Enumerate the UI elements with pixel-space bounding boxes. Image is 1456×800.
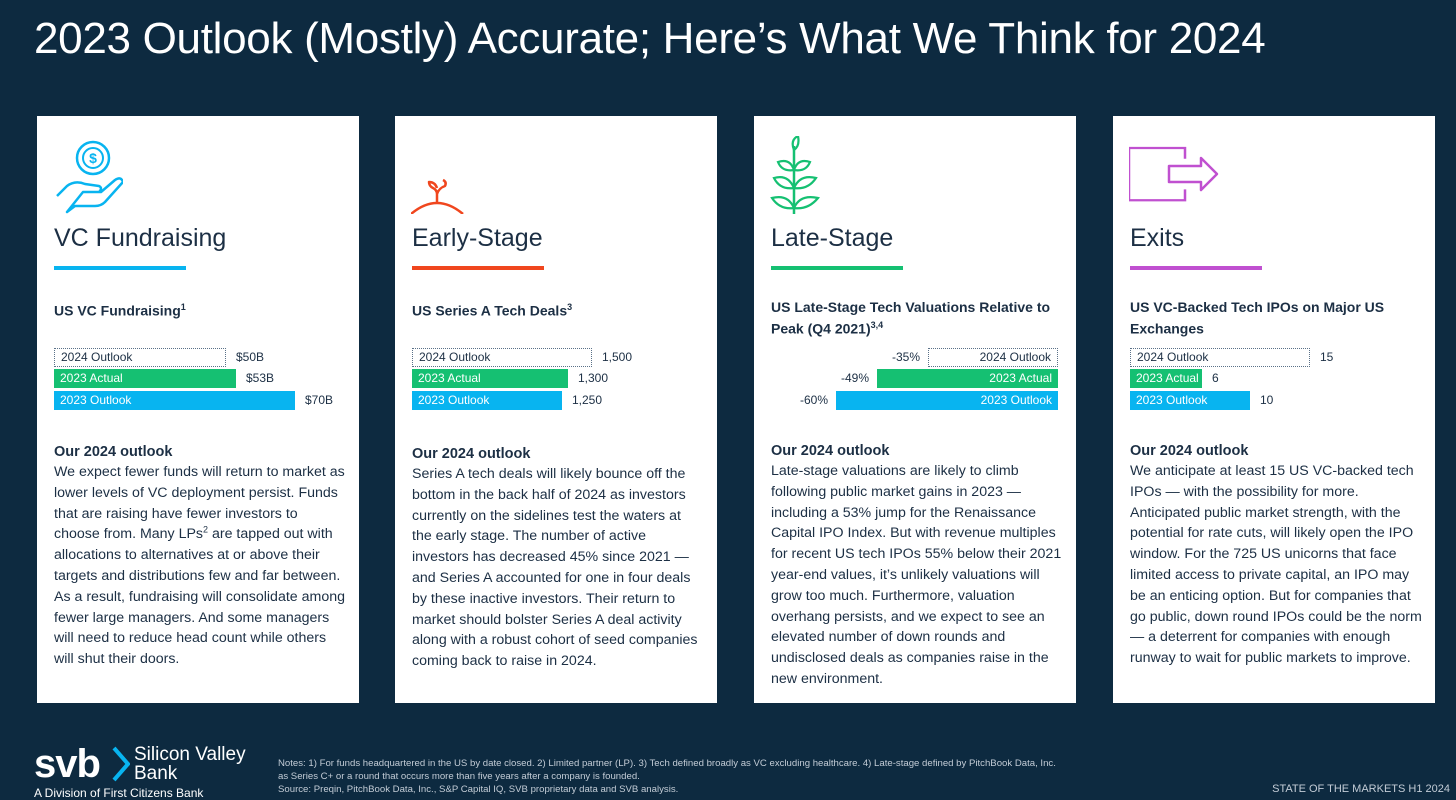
outlook-heading: Our 2024 outlook (54, 444, 173, 460)
outlook-heading: Our 2024 outlook (771, 443, 890, 459)
bar-value-label: 1,250 (572, 393, 603, 407)
series-a-deals-chart: 2024 Outlook 1,500 2023 Actual 1,300 2023 Ou… (395, 348, 717, 420)
logo-name: Silicon Valley Bank (134, 744, 246, 784)
category-underline (1130, 266, 1262, 270)
chart-bar: 2024 Outlook (928, 348, 1058, 367)
category-title: VC Fundraising (54, 224, 227, 252)
category-underline (771, 266, 903, 270)
footer-label: STATE OF THE MARKETS H1 2024 (1272, 783, 1450, 795)
bar-value-label: 1,300 (578, 371, 609, 385)
chart-bar: 2023 Actual (54, 369, 236, 388)
bar-value-label: $50B (236, 350, 265, 364)
bar-value-label: $70B (305, 393, 334, 407)
page-title: 2023 Outlook (Mostly) Accurate; Here’s W… (34, 14, 1266, 63)
vc-fundraising-chart: 2024 Outlook $50B 2023 Actual $53B 2023 Outl… (37, 348, 359, 420)
chart-bar: 2023 Outlook (412, 391, 562, 410)
chart-bar: 2023 Actual (877, 369, 1058, 388)
logo-division: A Division of First Citizens Bank (34, 786, 204, 800)
chart-bar: 2023 Outlook (1130, 391, 1250, 410)
chart-bar: 2024 Outlook (54, 348, 226, 367)
card-early-stage: Early-Stage US Series A Tech Deals3 2024… (395, 116, 717, 703)
card-late-stage: Late-Stage US Late-Stage Tech Valuations… (754, 116, 1076, 703)
hand-coin-icon: $ (56, 140, 123, 214)
chart-subtitle: US Series A Tech Deals3 (412, 302, 573, 319)
bar-value-label: -60% (799, 393, 828, 407)
source-text: Source: Preqin, PitchBook Data, Inc., S&… (278, 784, 679, 796)
outlook-text: Late-stage valuations are likely to clim… (771, 463, 1062, 687)
bar-value-label: 1,500 (602, 350, 633, 364)
sprout-icon (411, 178, 464, 214)
chart-bar: 2023 Outlook (836, 391, 1058, 410)
category-underline (54, 266, 186, 270)
tech-ipos-chart: 2024 Outlook 15 2023 Actual 6 2023 Outlook 10 (1113, 348, 1435, 420)
category-title: Exits (1130, 224, 1185, 252)
late-stage-valuations-chart: 2024 Outlook -35% 2023 Actual -49% 2023 Outl… (754, 348, 1076, 420)
bar-value-label: -35% (891, 350, 920, 364)
outlook-text: Series A tech deals will likely bounce o… (412, 466, 698, 670)
svb-logo: svb Silicon Valley Bank A Division of Fir… (34, 742, 246, 800)
chart-bar: 2023 Outlook (54, 391, 295, 410)
chart-subtitle: US VC Fundraising1 (54, 302, 186, 319)
chart-bar: 2024 Outlook (412, 348, 592, 367)
logo-mark: svb (34, 742, 101, 786)
footnotes: Notes: 1) For funds headquartered in the… (278, 757, 1058, 797)
outlook-text: We anticipate at least 15 US VC-backed t… (1130, 463, 1422, 667)
exit-arrow-icon (1129, 146, 1219, 202)
plant-icon (770, 136, 821, 214)
outlook-heading: Our 2024 outlook (412, 446, 531, 462)
chart-bar: 2023 Actual (1130, 369, 1202, 388)
category-title: Late-Stage (771, 224, 894, 252)
bar-value-label: 10 (1260, 393, 1274, 407)
chart-subtitle: US VC-Backed Tech IPOs on Major US Excha… (1130, 299, 1385, 337)
outlook-heading: Our 2024 outlook (1130, 443, 1249, 459)
chart-subtitle: US Late-Stage Tech Valuations Relative t… (771, 299, 1051, 337)
notes-text: Notes: 1) For funds headquartered in the… (278, 758, 1056, 783)
bar-value-label: -49% (840, 371, 869, 385)
outlook-text: We expect fewer funds will return to mar… (54, 464, 345, 668)
category-title: Early-Stage (412, 224, 543, 252)
card-exits: Exits US VC-Backed Tech IPOs on Major US… (1113, 116, 1435, 703)
chart-bar: 2023 Actual (412, 369, 568, 388)
card-vc-fundraising: $ VC Fundraising US VC Fundraising1 2024… (37, 116, 359, 703)
category-underline (412, 266, 544, 270)
svg-text:$: $ (89, 150, 97, 166)
bar-value-label: $53B (246, 371, 275, 385)
bar-value-label: 15 (1320, 350, 1334, 364)
bar-value-label: 6 (1212, 371, 1219, 385)
chart-bar: 2024 Outlook (1130, 348, 1310, 367)
chevron-right-icon (112, 746, 130, 782)
